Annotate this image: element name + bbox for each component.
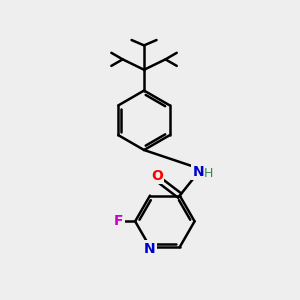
Text: N: N xyxy=(144,242,156,256)
Text: H: H xyxy=(204,167,214,180)
Text: N: N xyxy=(192,165,204,179)
Text: O: O xyxy=(151,169,163,183)
Text: F: F xyxy=(114,214,124,228)
